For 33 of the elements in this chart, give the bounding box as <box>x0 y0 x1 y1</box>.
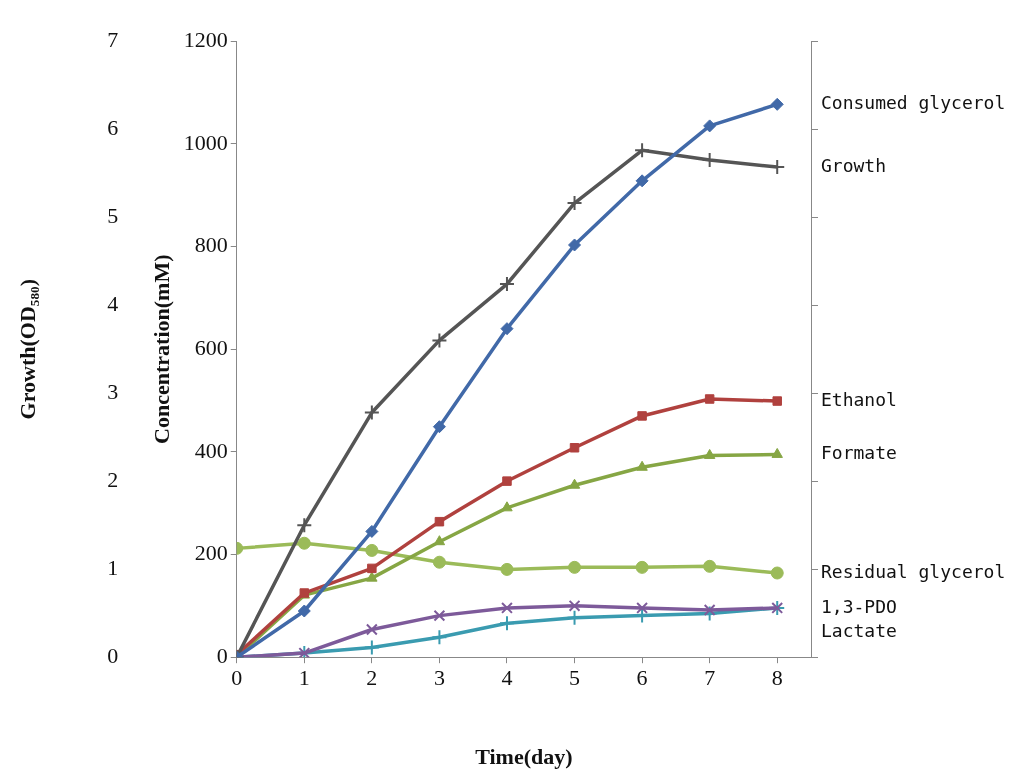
text: Lactate <box>821 619 897 641</box>
text: Growth <box>821 154 887 176</box>
y-tick-label: 200 <box>194 540 228 566</box>
x-tick-label: 6 <box>636 665 648 691</box>
text: Ethanol <box>821 388 897 410</box>
text: Residual glycerol <box>821 560 1006 582</box>
y2-tick-label: 0 <box>107 642 119 668</box>
text: 1,3-PDO <box>821 595 897 617</box>
x-tick-label: 5 <box>569 665 581 691</box>
x-tick-label: 1 <box>298 665 310 691</box>
y-tick-label: 600 <box>194 334 228 360</box>
y2-axis-title: Growth(OD₅₈₀) <box>14 279 40 420</box>
y-tick-label: 1200 <box>183 26 228 52</box>
y-tick-label: 800 <box>194 232 228 258</box>
x-tick-label: 8 <box>771 665 783 691</box>
x-tick-label: 4 <box>501 665 513 691</box>
y2-tick-label: 4 <box>107 290 119 316</box>
x-tick-label: 2 <box>366 665 378 691</box>
x-tick-label: 3 <box>433 665 445 691</box>
text: Consumed glycerol <box>821 92 1006 114</box>
y-tick-label: 0 <box>216 642 228 668</box>
x-axis-title: Time(day) <box>475 744 573 770</box>
y2-tick-label: 3 <box>107 378 119 404</box>
text: Formate <box>821 442 897 464</box>
y2-tick-label: 2 <box>107 466 119 492</box>
y2-tick-label: 7 <box>107 26 119 52</box>
y2-tick-label: 1 <box>107 554 119 580</box>
y2-tick-label: 6 <box>107 114 119 140</box>
y2-tick-label: 5 <box>107 202 119 228</box>
y-tick-label: 1000 <box>183 129 228 155</box>
x-tick-label: 7 <box>704 665 716 691</box>
y-axis-title: Concentration(mM) <box>149 254 175 444</box>
y-tick-label: 400 <box>194 437 228 463</box>
